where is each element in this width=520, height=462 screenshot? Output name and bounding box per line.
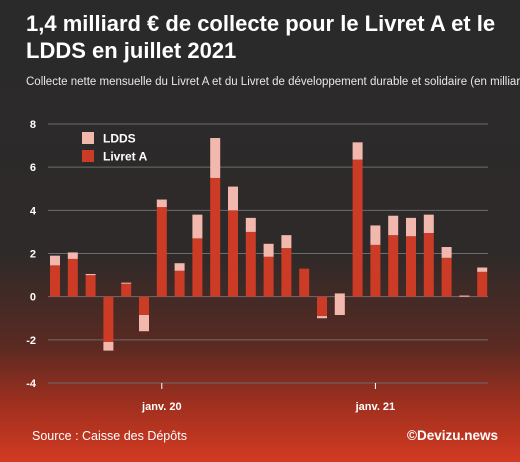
y-tick-label: -4 [26, 378, 37, 390]
bar-livret-a [156, 207, 167, 297]
bar-ldds [139, 315, 149, 332]
bar-livret-a [228, 210, 238, 297]
bar-ldds [67, 252, 78, 259]
bar-ldds [334, 293, 345, 316]
x-tick-label: janv. 21 [355, 401, 396, 413]
bar-ldds [103, 341, 114, 351]
bar-livret-a [388, 235, 399, 297]
y-tick-label: 8 [30, 119, 36, 131]
bar-ldds [263, 243, 274, 257]
bar-livret-a [50, 265, 60, 297]
bar-ldds [441, 247, 452, 258]
bar-livret-a [263, 256, 274, 297]
credit-label: ©Devizu.news [407, 428, 498, 443]
bar-ldds [406, 217, 416, 237]
legend-swatch [82, 150, 94, 162]
bar-livret-a [281, 248, 292, 297]
bar-livret-a [139, 296, 149, 332]
legend-swatch [82, 132, 94, 144]
bar-livret-a [245, 231, 256, 297]
y-tick-label: -2 [26, 335, 36, 347]
bar-ldds [459, 295, 470, 297]
bar-ldds [121, 282, 132, 284]
y-tick-label: 2 [30, 249, 36, 261]
bar-ldds [210, 138, 221, 178]
bar-ldds [352, 142, 363, 160]
x-tick-label: janv. 20 [141, 401, 182, 413]
bar-ldds [174, 263, 185, 271]
bar-livret-a [192, 238, 203, 297]
bar-ldds [477, 267, 488, 272]
y-tick-label: 4 [30, 205, 37, 217]
bar-livret-a [441, 257, 452, 297]
bar-ldds [423, 214, 434, 233]
y-tick-label: 0 [30, 292, 36, 304]
bar-livret-a [317, 296, 327, 317]
bar-livret-a [210, 177, 221, 297]
source-note: Source : Caisse des Dépôts [32, 429, 187, 443]
bar-livret-a [174, 270, 185, 297]
chart-subtitle: Collecte nette mensuelle du Livret A et … [26, 76, 520, 88]
bar-ldds [370, 225, 381, 245]
legend-label: LDDS [103, 132, 136, 146]
legend-label: Livret A [103, 150, 148, 164]
bar-ldds [245, 217, 256, 232]
bar-livret-a [423, 232, 434, 297]
chart-title: 1,4 milliard € de collecte pour le Livre… [26, 11, 496, 63]
bar-livret-a [352, 159, 363, 297]
bar-livret-a [370, 244, 381, 297]
bar-livret-a [67, 258, 78, 297]
bar-ldds [85, 274, 96, 276]
bar-livret-a [121, 283, 132, 297]
bar-ldds [50, 255, 60, 266]
bar-livret-a [85, 274, 96, 297]
bar-livret-a [477, 271, 488, 297]
bar-ldds [317, 316, 327, 319]
bar-ldds [156, 199, 167, 208]
bar-livret-a [299, 268, 310, 297]
bar-ldds [228, 186, 238, 211]
y-tick-label: 6 [30, 162, 36, 174]
bar-ldds [281, 235, 292, 249]
bar-livret-a [103, 296, 114, 342]
bar-ldds [388, 215, 399, 236]
bar-livret-a [406, 236, 416, 297]
bar-ldds [192, 214, 203, 239]
